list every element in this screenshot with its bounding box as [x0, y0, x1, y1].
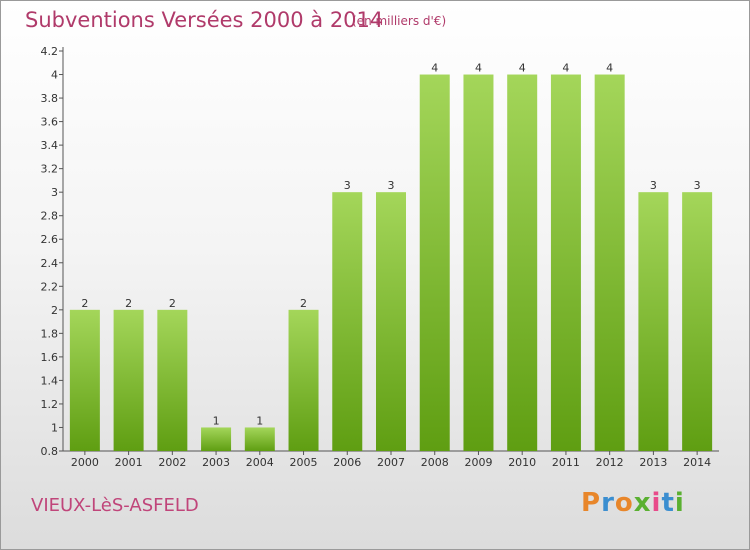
x-tick-label-2012: 2012	[596, 456, 624, 469]
bar-2006	[332, 192, 363, 452]
bar-2011	[550, 74, 581, 451]
bar-2010	[507, 74, 538, 451]
y-tick-label: 4	[51, 69, 58, 82]
bar-2002	[157, 309, 188, 451]
x-tick-label-2001: 2001	[115, 456, 143, 469]
data-label-2007: 3	[388, 179, 395, 192]
logo-letter: r	[601, 488, 615, 518]
logo-letter: i	[651, 488, 662, 518]
chart-subtitle: (en milliers d'€)	[352, 14, 447, 28]
x-tick-label-2010: 2010	[508, 456, 536, 469]
data-label-2003: 1	[213, 414, 220, 427]
bar-2001	[113, 309, 144, 451]
data-label-2006: 3	[344, 179, 351, 192]
y-tick-label: 2.4	[41, 257, 59, 270]
x-tick-label-2006: 2006	[333, 456, 361, 469]
data-label-2012: 4	[606, 62, 613, 75]
bar-2000	[69, 309, 100, 451]
y-tick-label: 3	[51, 186, 58, 199]
place-name: VIEUX-LèS-ASFELD	[31, 495, 199, 516]
x-tick-label-2002: 2002	[158, 456, 186, 469]
x-tick-label-2014: 2014	[683, 456, 711, 469]
x-tick-label-2011: 2011	[552, 456, 580, 469]
y-tick-label: 2.8	[41, 210, 59, 223]
data-label-2008: 4	[431, 62, 438, 75]
y-tick-label: 3.8	[41, 92, 59, 105]
x-tick-label-2009: 2009	[464, 456, 492, 469]
y-tick-label: 4.2	[41, 45, 59, 58]
y-tick-label: 2	[51, 304, 58, 317]
logo-letter: o	[614, 488, 634, 518]
x-tick-label-2004: 2004	[246, 456, 274, 469]
data-label-2010: 4	[519, 62, 526, 75]
x-tick-label-2005: 2005	[290, 456, 318, 469]
logo-letter: i	[674, 488, 685, 518]
x-tick-label-2007: 2007	[377, 456, 405, 469]
data-label-2014: 3	[694, 179, 701, 192]
bar-2009	[463, 74, 494, 451]
bar-2003	[201, 427, 232, 451]
bar-2005	[288, 309, 319, 451]
bar-2014	[682, 192, 713, 452]
y-tick-label: 1	[51, 421, 58, 434]
y-tick-label: 3.6	[41, 116, 59, 129]
x-tick-label-2003: 2003	[202, 456, 230, 469]
logo-letter: P	[581, 488, 602, 518]
y-tick-label: 2.2	[41, 280, 59, 293]
y-tick-label: 2.6	[41, 233, 59, 246]
y-tick-label: 1.6	[41, 351, 59, 364]
chart-title: Subventions Versées 2000 à 2014	[25, 8, 384, 32]
proxiti-logo[interactable]: Proxiti	[581, 488, 685, 518]
data-label-2011: 4	[562, 62, 569, 75]
data-label-2009: 4	[475, 62, 482, 75]
data-label-2013: 3	[650, 179, 657, 192]
bar-2007	[376, 192, 406, 452]
y-tick-label: 3.2	[41, 163, 59, 176]
data-label-2000: 2	[81, 297, 88, 310]
y-tick-label: 1.8	[41, 327, 59, 340]
y-tick-label: 0.8	[41, 445, 59, 458]
bar-2004	[244, 427, 275, 451]
y-tick-label: 1.2	[41, 398, 59, 411]
x-tick-label-2013: 2013	[639, 456, 667, 469]
data-label-2005: 2	[300, 297, 307, 310]
data-label-2001: 2	[125, 297, 132, 310]
logo-letter: t	[661, 488, 675, 518]
data-label-2002: 2	[169, 297, 176, 310]
x-tick-label-2000: 2000	[71, 456, 99, 469]
bar-2008	[419, 74, 450, 451]
y-tick-label: 1.4	[41, 374, 59, 387]
bar-2013	[638, 192, 669, 452]
bar-2012	[594, 74, 625, 451]
x-tick-label-2008: 2008	[421, 456, 449, 469]
data-label-2004: 1	[256, 414, 263, 427]
y-tick-label: 3.4	[41, 139, 59, 152]
logo-letter: x	[633, 488, 652, 518]
